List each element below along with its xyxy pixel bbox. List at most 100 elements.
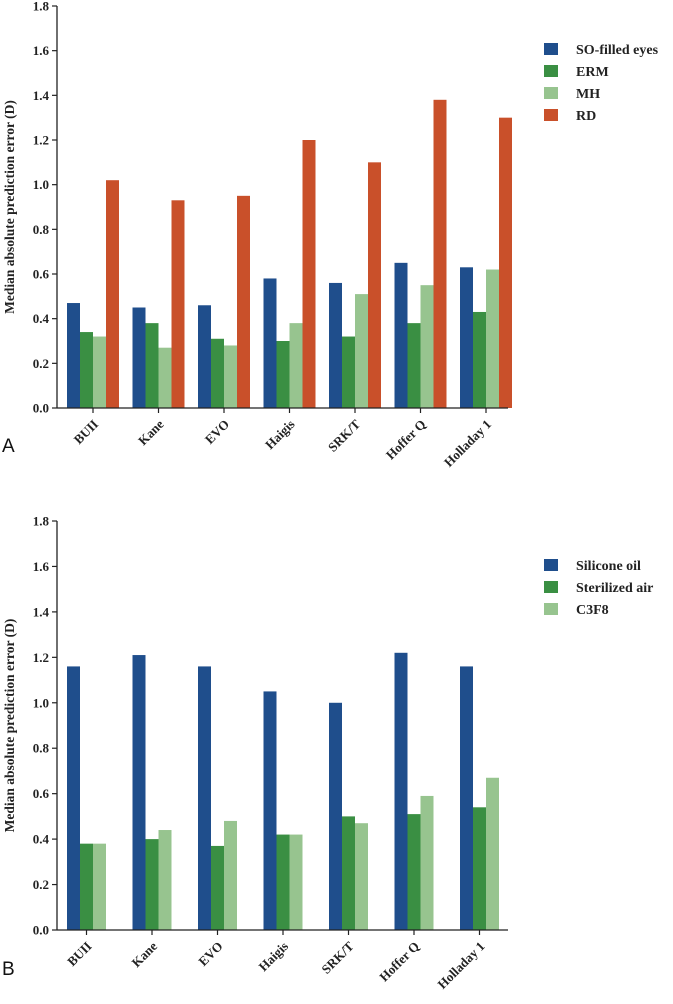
a-bar-6-3 <box>499 117 512 409</box>
b-bar-3-2 <box>289 834 303 930</box>
b-y-tick-label: 1.8 <box>33 514 50 529</box>
b-bar-1-0 <box>132 655 146 930</box>
b-bar-1-2 <box>158 830 172 930</box>
b-x-tick-label: SRK/T <box>318 938 356 976</box>
b-bar-3-0 <box>263 691 277 930</box>
a-bar-2-3 <box>237 195 250 408</box>
a-bar-4-1 <box>342 336 355 408</box>
a-bar-6-2 <box>486 269 499 408</box>
a-bar-6-0 <box>460 267 473 408</box>
a-bar-2-1 <box>211 338 224 408</box>
b-legend-swatch <box>544 603 558 615</box>
chart-a: BUII Kane EVO Haigis SRK/T Hoffer Q Holladay 1… <box>2 0 659 470</box>
b-bar-0-2 <box>93 843 106 930</box>
a-bar-4-2 <box>355 294 368 408</box>
a-bar-0-0 <box>67 303 80 408</box>
b-bar-0-0 <box>67 666 80 930</box>
a-y-tick-label: 1.0 <box>33 177 49 192</box>
a-bar-2-0 <box>198 305 211 408</box>
b-bar-5-2 <box>420 795 434 930</box>
a-y-tick-label: 0.2 <box>33 356 49 371</box>
a-bar-0-3 <box>106 180 119 408</box>
b-x-tick-label: Haigis <box>255 939 291 975</box>
a-x-tick-label: SRK/T <box>325 416 363 454</box>
b-bar-4-2 <box>355 823 368 930</box>
a-bar-1-2 <box>158 347 172 408</box>
b-y-tick-label: 0.0 <box>33 923 49 938</box>
a-y-tick-label: 0.4 <box>33 311 50 326</box>
b-bar-6-2 <box>486 777 499 930</box>
a-bar-5-1 <box>407 323 421 408</box>
b-bar-3-1 <box>276 834 290 930</box>
b-bar-1-1 <box>145 839 159 930</box>
a-bar-1-0 <box>132 307 146 408</box>
a-y-tick-label: 0.8 <box>33 222 50 237</box>
a-bar-3-2 <box>289 323 303 408</box>
a-bar-3-1 <box>276 341 290 408</box>
a-x-tick-label: Holladay 1 <box>441 417 494 470</box>
b-panel-label: B <box>2 959 15 980</box>
b-bar-4-1 <box>342 816 355 930</box>
a-bar-2-2 <box>224 345 237 408</box>
b-y-tick-label: 1.0 <box>33 695 49 710</box>
b-y-tick-label: 0.8 <box>33 741 50 756</box>
b-bar-5-0 <box>394 652 408 930</box>
a-bar-1-3 <box>171 200 185 408</box>
a-bar-1-1 <box>145 323 159 408</box>
b-x-tick-label: Kane <box>129 938 161 970</box>
b-x-tick-label: EVO <box>195 939 225 969</box>
a-x-tick-label: Kane <box>135 416 167 448</box>
b-y-tick-label: 1.2 <box>33 650 49 665</box>
b-bar-5-1 <box>407 814 421 930</box>
a-y-tick-label: 1.2 <box>33 133 49 148</box>
a-legend-label: ERM <box>576 65 609 80</box>
b-bar-4-0 <box>329 702 342 930</box>
a-y-tick-label: 1.4 <box>33 88 50 103</box>
b-legend-label: Silicone oil <box>576 559 641 574</box>
a-panel-label: A <box>2 436 15 457</box>
a-x-tick-label: EVO <box>202 417 232 447</box>
b-bar-6-1 <box>473 807 486 930</box>
b-bar-2-0 <box>198 666 211 930</box>
b-legend-swatch <box>544 581 558 593</box>
a-legend-swatch <box>544 43 558 55</box>
b-y-tick-label: 0.6 <box>33 786 50 801</box>
a-legend-swatch <box>544 65 558 77</box>
a-bar-5-3 <box>433 99 447 409</box>
a-bar-6-1 <box>473 311 486 408</box>
a-y-axis-label: Median absolute prediction error (D) <box>2 100 17 314</box>
a-bar-0-2 <box>93 336 106 408</box>
b-bar-0-1 <box>80 843 93 930</box>
a-bar-5-0 <box>394 262 408 408</box>
b-x-tick-label: Hoffer Q <box>376 939 422 985</box>
b-x-tick-label: BUII <box>64 939 95 970</box>
a-legend-label: RD <box>576 109 596 124</box>
a-legend-swatch <box>544 87 558 99</box>
b-legend-label: C3F8 <box>576 603 609 618</box>
b-legend-swatch <box>544 559 558 571</box>
b-legend-label: Sterilized air <box>576 581 653 596</box>
a-y-tick-label: 0.6 <box>33 267 50 282</box>
a-bar-4-3 <box>368 162 381 408</box>
a-bar-4-0 <box>329 282 342 408</box>
a-x-tick-label: Hoffer Q <box>383 417 429 463</box>
a-x-tick-label: BUII <box>71 417 102 448</box>
b-bar-2-1 <box>211 845 224 930</box>
b-y-tick-label: 1.4 <box>33 604 50 619</box>
a-bar-0-1 <box>80 332 93 408</box>
b-y-tick-label: 0.4 <box>33 832 50 847</box>
a-bar-5-2 <box>420 285 434 408</box>
a-bar-3-3 <box>302 140 316 408</box>
a-y-tick-label: 1.6 <box>33 43 50 58</box>
a-legend-label: SO-filled eyes <box>576 43 659 58</box>
b-y-axis-label: Median absolute prediction error (D) <box>2 619 17 833</box>
b-y-tick-label: 1.6 <box>33 559 50 574</box>
a-x-tick-label: Haigis <box>262 417 298 453</box>
a-legend-label: MH <box>576 87 600 102</box>
b-bar-6-0 <box>460 666 473 930</box>
a-y-tick-label: 1.8 <box>33 0 50 14</box>
b-x-tick-label: Holladay 1 <box>434 939 487 992</box>
a-legend-swatch <box>544 109 558 121</box>
b-y-tick-label: 0.2 <box>33 877 49 892</box>
